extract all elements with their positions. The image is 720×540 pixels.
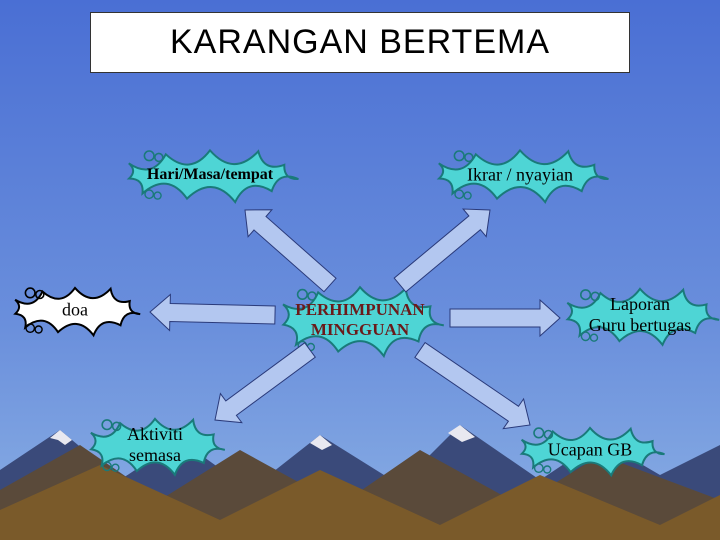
node-label-doa: doa (62, 300, 88, 321)
arrow-to-ikrar (394, 209, 490, 292)
arrow-to-ucapan (415, 343, 530, 429)
arrow-to-aktiviti (215, 343, 315, 423)
center-label: PERHIMPUNANMINGGUAN (295, 300, 424, 340)
node-label-aktiviti: Aktivitisemasa (127, 424, 183, 466)
arrow-to-hari (245, 210, 336, 292)
arrow-to-doa (150, 295, 275, 331)
arrow-to-laporan (450, 300, 560, 336)
node-label-laporan: LaporanGuru bertugas (589, 294, 691, 336)
node-label-ikrar: Ikrar / nyayian (467, 165, 573, 186)
node-label-hari: Hari/Masa/tempat (147, 166, 273, 184)
node-label-ucapan: Ucapan GB (548, 440, 632, 461)
